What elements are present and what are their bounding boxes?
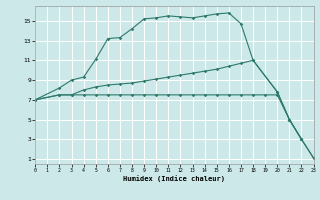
X-axis label: Humidex (Indice chaleur): Humidex (Indice chaleur) <box>124 175 225 182</box>
